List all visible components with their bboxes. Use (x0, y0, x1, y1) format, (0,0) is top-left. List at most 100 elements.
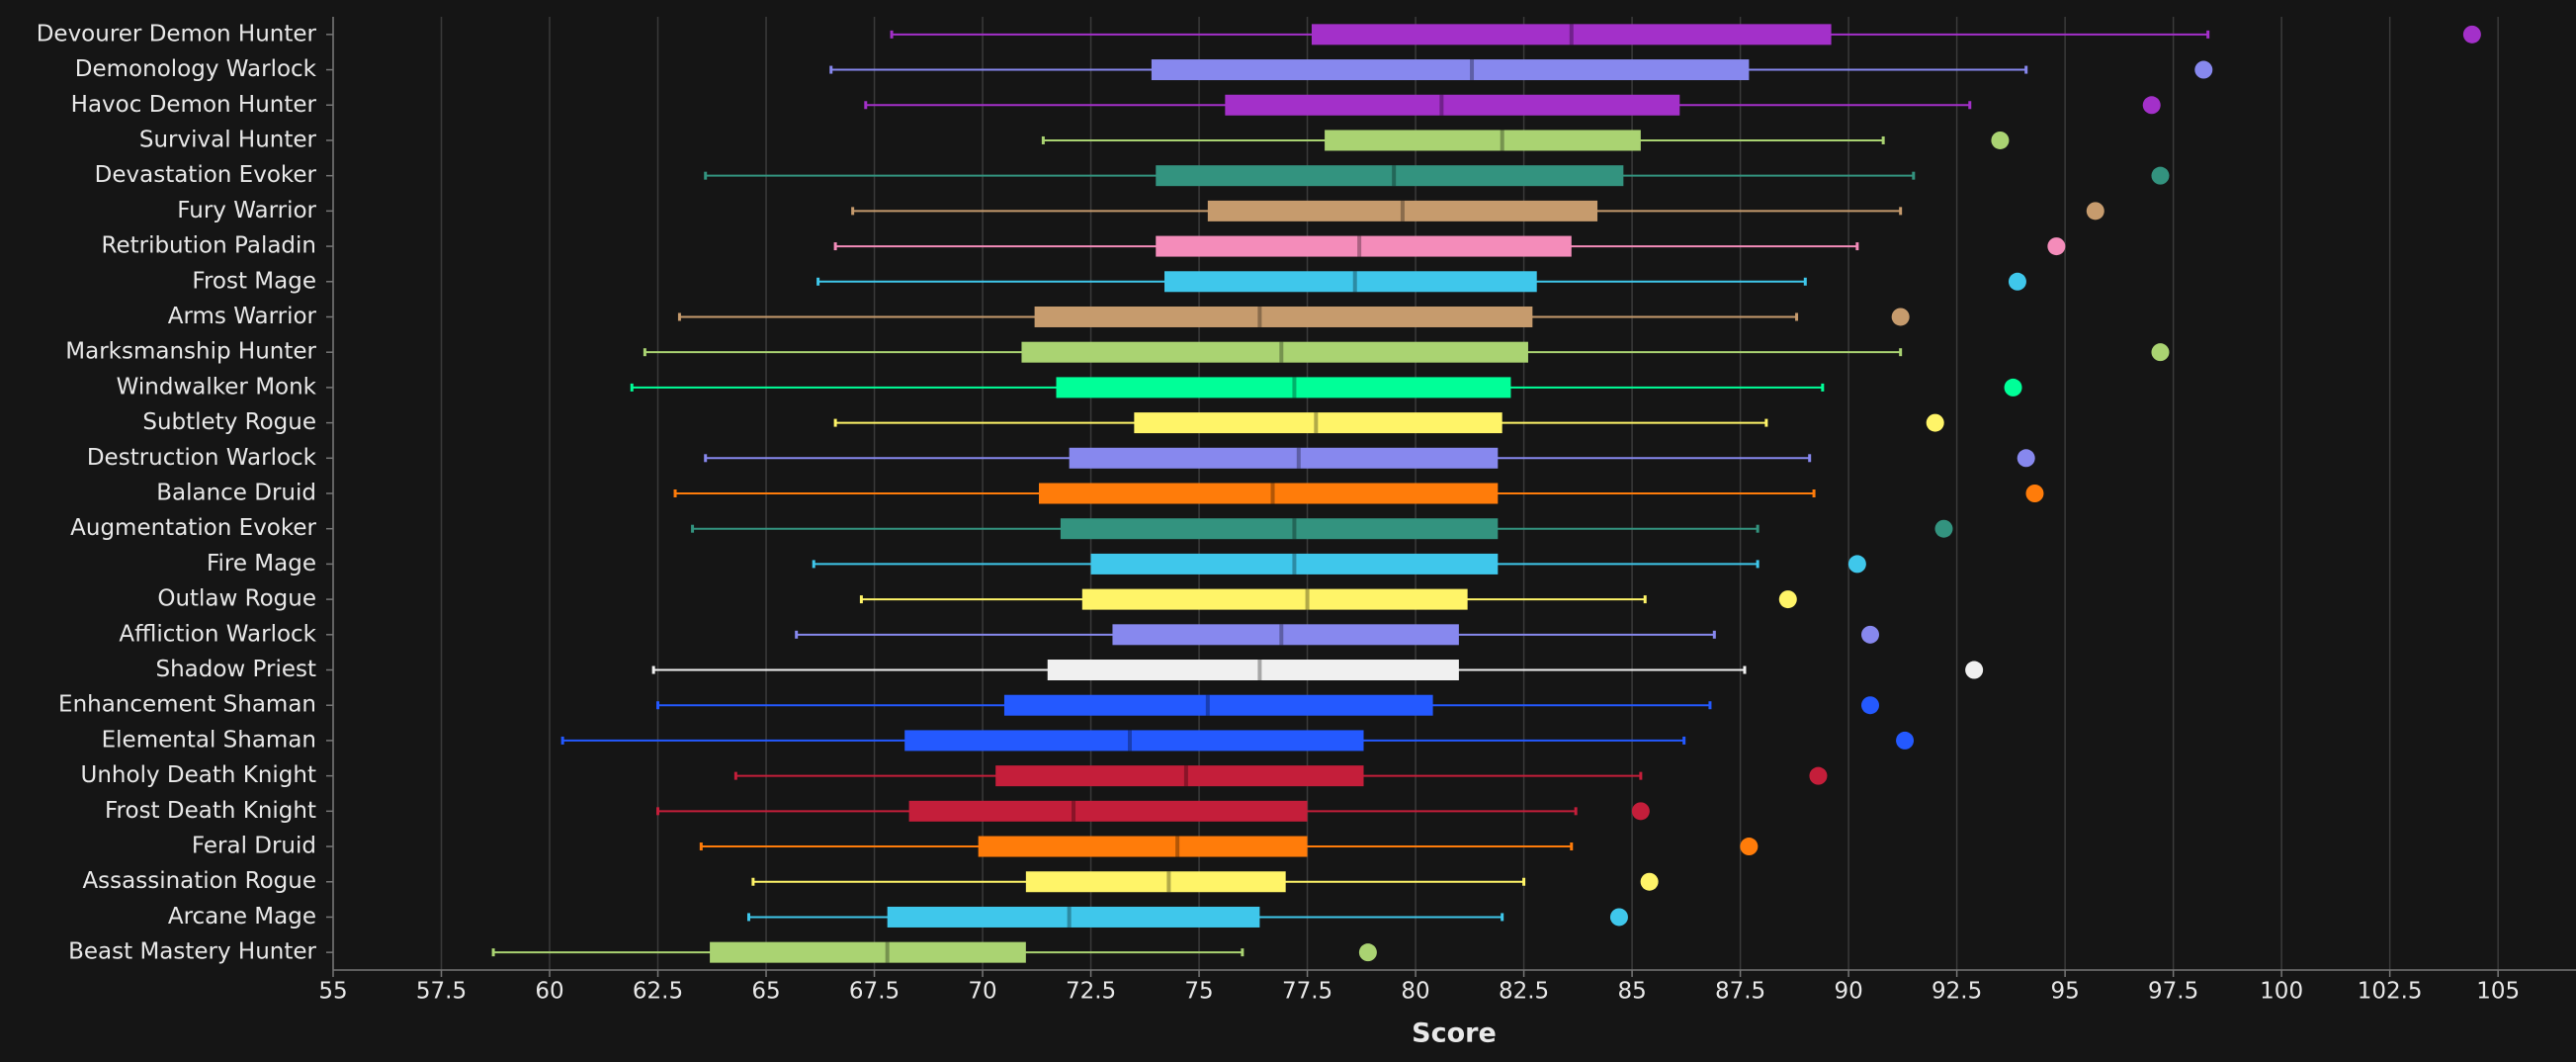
x-tick-label: 105 (2476, 979, 2520, 1005)
box (1207, 200, 1598, 221)
box (1034, 306, 1533, 327)
y-tick-label: Survival Hunter (139, 127, 317, 152)
box (1156, 235, 1572, 257)
y-tick-label: Unholy Death Knight (81, 762, 316, 788)
box (887, 906, 1260, 928)
x-tick-label: 97.5 (2148, 979, 2198, 1005)
max-point (1631, 802, 1650, 821)
x-tick-label: 70 (968, 979, 996, 1005)
y-tick-label: Affliction Warlock (119, 621, 316, 647)
x-tick-label: 95 (2050, 979, 2079, 1005)
y-tick-label: Frost Death Knight (105, 798, 316, 824)
box (1325, 130, 1641, 151)
max-point (1891, 308, 1910, 326)
box (710, 941, 1026, 963)
box (1047, 660, 1459, 681)
y-tick-label: Devastation Evoker (95, 162, 317, 188)
y-tick-label: Arms Warrior (168, 304, 317, 329)
x-tick-label: 65 (751, 979, 780, 1005)
x-tick-label: 90 (1834, 979, 1862, 1005)
y-tick-label: Windwalker Monk (117, 374, 317, 399)
x-tick-label: 80 (1401, 979, 1429, 1005)
box (908, 800, 1308, 822)
y-tick-label: Beast Mastery Hunter (68, 939, 316, 965)
box (1090, 553, 1499, 575)
max-point (2047, 237, 2066, 256)
box (1112, 624, 1459, 646)
x-tick-label: 60 (535, 979, 563, 1005)
max-point (1861, 625, 1880, 644)
max-point (1926, 413, 1944, 432)
box (978, 836, 1308, 857)
box (1025, 871, 1286, 893)
max-point (1861, 696, 1880, 715)
x-tick-label: 62.5 (633, 979, 683, 1005)
y-tick-label: Assassination Rogue (82, 868, 316, 894)
max-point (1809, 766, 1828, 785)
max-point (1640, 872, 1659, 891)
x-tick-label: 85 (1617, 979, 1646, 1005)
max-point (2194, 60, 2213, 79)
y-tick-label: Augmentation Evoker (70, 515, 316, 541)
box (995, 765, 1364, 787)
box (1038, 483, 1499, 504)
y-tick-label: Frost Mage (192, 268, 316, 294)
y-tick-label: Fury Warrior (177, 198, 316, 223)
box (1311, 24, 1832, 45)
max-point (2025, 485, 2044, 502)
x-tick-label: 57.5 (416, 979, 467, 1005)
x-tick-label: 67.5 (849, 979, 900, 1005)
max-point (2142, 96, 2161, 115)
box (1056, 377, 1511, 398)
max-point (1740, 838, 1759, 856)
max-point (1609, 908, 1628, 927)
y-tick-label: Havoc Demon Hunter (71, 92, 317, 118)
y-tick-label: Balance Druid (156, 481, 316, 506)
y-tick-label: Outlaw Rogue (157, 586, 316, 612)
max-point (1965, 661, 1984, 679)
x-tick-label: 92.5 (1932, 979, 1982, 1005)
box (1003, 694, 1433, 716)
y-tick-label: Arcane Mage (168, 904, 316, 929)
box (1060, 518, 1499, 540)
y-tick-label: Retribution Paladin (102, 233, 317, 259)
max-point (1358, 943, 1377, 962)
box (904, 730, 1364, 752)
max-point (2151, 166, 2170, 185)
x-tick-label: 87.5 (1715, 979, 1765, 1005)
x-axis-label: Score (1412, 1018, 1497, 1049)
y-tick-label: Shadow Priest (155, 657, 316, 682)
y-tick-label: Subtlety Rogue (142, 409, 316, 435)
box (1225, 94, 1680, 116)
max-point (2017, 449, 2035, 468)
box (1164, 271, 1537, 293)
x-tick-label: 77.5 (1282, 979, 1332, 1005)
y-tick-label: Devourer Demon Hunter (37, 21, 317, 46)
max-point (2004, 378, 2022, 397)
max-point (1847, 555, 1866, 574)
x-tick-label: 82.5 (1499, 979, 1549, 1005)
x-tick-label: 100 (2260, 979, 2303, 1005)
y-tick-label: Feral Druid (192, 834, 316, 859)
max-point (1778, 590, 1797, 609)
x-tick-label: 102.5 (2358, 979, 2423, 1005)
box (1069, 447, 1499, 469)
max-point (1991, 131, 2010, 149)
box (1021, 341, 1528, 363)
x-tick-label: 72.5 (1066, 979, 1116, 1005)
box (1081, 588, 1468, 610)
x-tick-label: 55 (318, 979, 347, 1005)
box (1151, 59, 1750, 81)
y-tick-label: Enhancement Shaman (58, 692, 316, 718)
max-point (2462, 25, 2481, 44)
box (1134, 412, 1503, 434)
max-point (1934, 519, 1953, 538)
y-tick-label: Fire Mage (207, 551, 316, 576)
max-point (2008, 272, 2026, 291)
y-tick-label: Demonology Warlock (75, 56, 317, 82)
max-point (2086, 202, 2104, 221)
y-tick-label: Marksmanship Hunter (65, 339, 316, 365)
y-tick-label: Destruction Warlock (87, 445, 317, 471)
